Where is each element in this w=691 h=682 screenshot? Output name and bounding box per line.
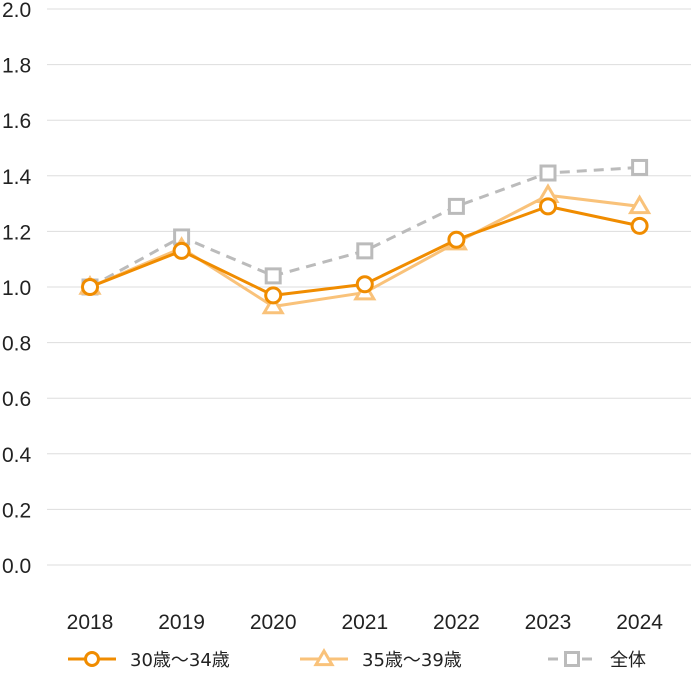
legend-label: 全体 <box>610 650 646 671</box>
y-tick-label: 0.6 <box>2 388 31 411</box>
data-point-square <box>631 158 649 176</box>
series-square <box>81 158 649 296</box>
y-tick-label: 2.0 <box>2 0 31 22</box>
legend-label: 35歳〜39歳 <box>362 650 462 671</box>
y-tick-label: 0.4 <box>2 444 32 467</box>
x-tick-label: 2020 <box>250 611 297 634</box>
data-point-circle <box>81 278 99 296</box>
data-point-square <box>356 242 374 260</box>
data-point-circle <box>355 275 374 294</box>
data-point-circle <box>172 241 191 260</box>
x-tick-label: 2022 <box>433 611 480 634</box>
y-tick-label: 1.6 <box>2 110 31 133</box>
x-axis-tick-labels: 2018 2019 2020 2021 2022 2023 2024 <box>67 611 664 634</box>
y-tick-label: 1.2 <box>2 221 31 244</box>
legend-item: 全体 <box>548 650 646 671</box>
data-point-triangle <box>627 194 652 215</box>
x-tick-label: 2021 <box>341 611 388 634</box>
data-point-square <box>447 197 465 215</box>
x-tick-label: 2024 <box>616 611 663 634</box>
data-point-square <box>539 164 557 182</box>
legend-marker-square <box>564 651 580 667</box>
legend-label: 30歳〜34歳 <box>130 650 230 671</box>
data-point-circle <box>447 230 466 249</box>
legend-item: 35歳〜39歳 <box>300 648 462 671</box>
y-axis-tick-labels: 0.0 0.2 0.4 0.6 0.8 1.0 1.2 1.4 1.6 1.8 2.0 <box>2 0 32 578</box>
y-tick-label: 1.4 <box>2 166 32 189</box>
data-point-circle <box>539 197 557 216</box>
data-point-circle <box>630 216 649 235</box>
legend-item: 30歳〜34歳 <box>68 650 230 671</box>
series-circle <box>81 197 649 305</box>
data-point-circle <box>264 286 283 305</box>
series-lines <box>78 158 652 315</box>
data-point-square <box>264 267 282 285</box>
x-tick-label: 2018 <box>67 611 114 634</box>
y-tick-label: 1.8 <box>2 55 31 78</box>
y-tick-label: 1.0 <box>2 277 31 300</box>
data-point-triangle <box>261 294 285 315</box>
y-tick-label: 0.8 <box>2 333 31 356</box>
legend: 30歳〜34歳 35歳〜39歳 全体 <box>68 648 646 671</box>
legend-marker-circle <box>84 651 100 667</box>
y-tick-label: 0.0 <box>2 555 31 578</box>
x-tick-label: 2023 <box>525 611 572 634</box>
legend-marker-triangle <box>313 648 335 667</box>
series-line <box>89 165 640 289</box>
y-tick-label: 0.2 <box>2 499 31 522</box>
x-tick-label: 2019 <box>158 611 205 634</box>
